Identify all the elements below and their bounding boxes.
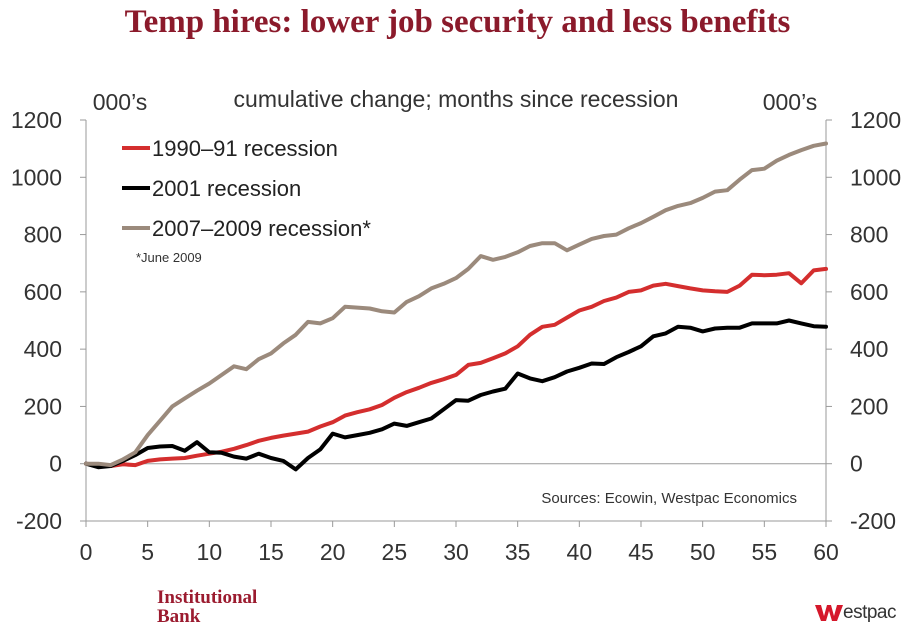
- y-tick-label-right: 1200: [850, 107, 901, 133]
- x-tick-label: 20: [320, 539, 346, 565]
- x-tick-label: 50: [690, 539, 716, 565]
- series-line-0: [84, 266, 828, 468]
- y-tick-label-right: 200: [850, 393, 888, 419]
- x-tick-label: 40: [567, 539, 593, 565]
- y-tick-label-left: 800: [24, 222, 62, 248]
- brand-line-1: Institutional: [157, 587, 258, 608]
- x-tick-label: 0: [80, 539, 93, 565]
- footnote-annotation: *June 2009: [136, 250, 202, 265]
- y-axis-unit-right: 000’s: [763, 89, 818, 115]
- y-axis-unit-left: 000’s: [93, 89, 148, 115]
- x-tick-label: 35: [505, 539, 531, 565]
- y-tick-label-left: 600: [24, 279, 62, 305]
- y-tick-label-left: 1000: [11, 164, 62, 190]
- westpac-logo: estpac: [815, 601, 896, 625]
- westpac-w-icon: [815, 605, 843, 621]
- y-tick-label-right: -200: [850, 508, 896, 534]
- x-tick-label: 5: [141, 539, 154, 565]
- y-tick-label-left: -200: [16, 508, 62, 534]
- institutional-bank-logo: Institutional Bank: [157, 588, 257, 626]
- chart-series: [84, 141, 828, 472]
- source-note: Sources: Ecowin, Westpac Economics: [541, 490, 797, 507]
- chart-subtitle: cumulative change; months since recessio…: [234, 86, 679, 112]
- x-tick-label: 15: [258, 539, 284, 565]
- westpac-wordmark: estpac: [843, 602, 896, 623]
- y-tick-label-right: 600: [850, 279, 888, 305]
- brand-line-2: Bank: [157, 606, 201, 627]
- series-line-2: [84, 141, 828, 468]
- legend-label-1: 2001 recession: [152, 176, 301, 201]
- y-tick-label-right: 800: [850, 222, 888, 248]
- series-line-1: [84, 318, 828, 472]
- x-tick-label: 55: [752, 539, 778, 565]
- chart-axes: [80, 119, 832, 527]
- y-tick-label-right: 0: [850, 451, 863, 477]
- x-tick-label: 45: [628, 539, 654, 565]
- y-tick-label-left: 400: [24, 336, 62, 362]
- page-title: Temp hires: lower job security and less …: [124, 4, 791, 40]
- x-tick-label: 25: [382, 539, 408, 565]
- x-tick-label: 30: [443, 539, 469, 565]
- x-tick-label: 10: [197, 539, 223, 565]
- y-tick-label-left: 0: [49, 451, 62, 477]
- legend-label-0: 1990–91 recession: [152, 136, 338, 161]
- legend-label-2: 2007–2009 recession*: [152, 216, 371, 241]
- y-tick-label-right: 1000: [850, 164, 901, 190]
- y-tick-label-left: 200: [24, 393, 62, 419]
- x-tick-label: 60: [813, 539, 839, 565]
- y-tick-label-right: 400: [850, 336, 888, 362]
- y-tick-label-left: 1200: [11, 107, 62, 133]
